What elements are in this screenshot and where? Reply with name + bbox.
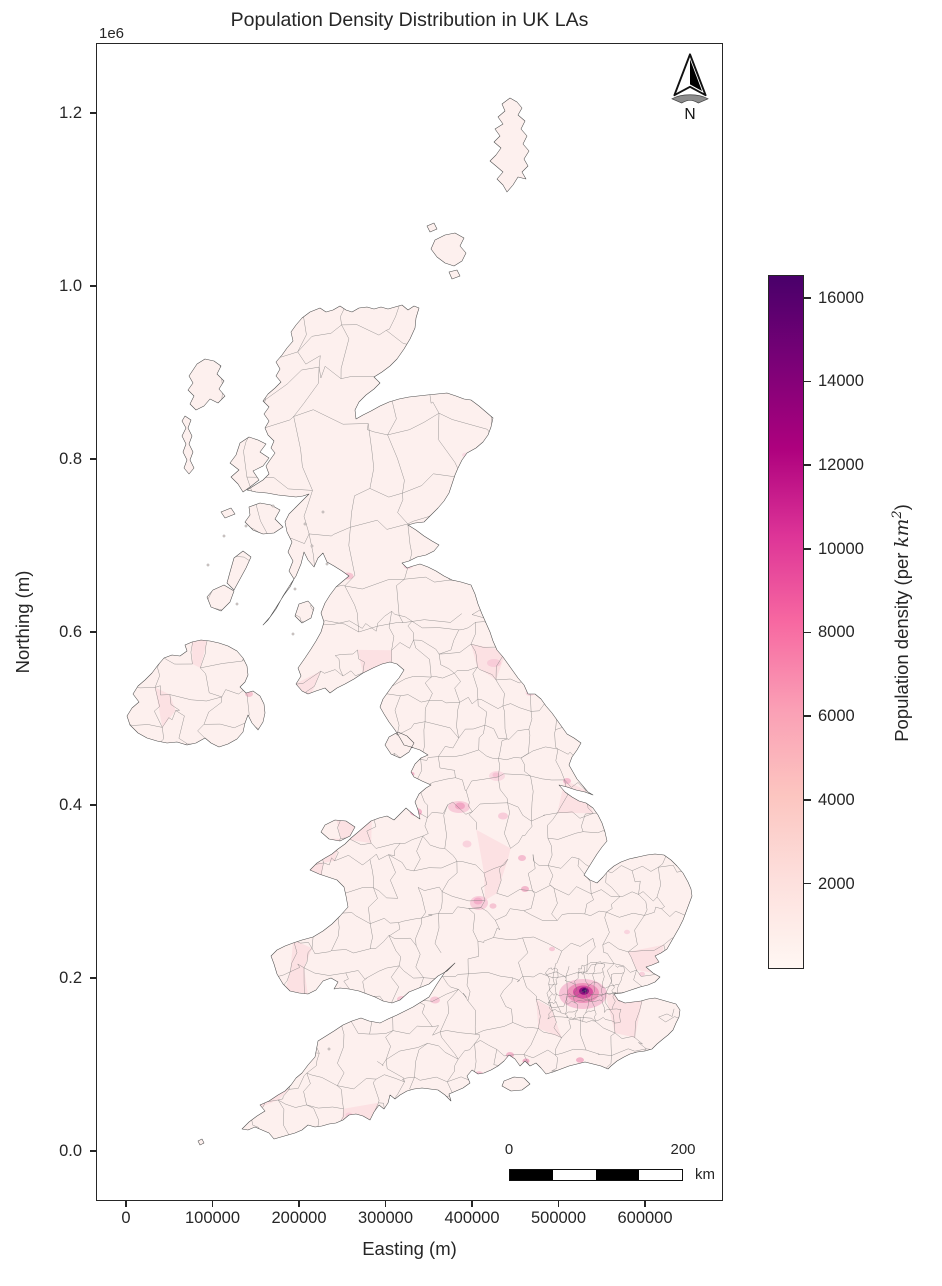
north-arrow-shadow <box>671 94 709 104</box>
colorbar-label-prefix: Population density (per <box>891 547 913 742</box>
x-tick-mark <box>211 1200 214 1207</box>
colorbar-label: Population density (per km2) <box>890 423 916 823</box>
y-tick-mark <box>90 977 97 979</box>
colorbar-tick-mark <box>804 882 811 885</box>
north-arrow: N <box>664 52 716 124</box>
colorbar-tick-label: 16000 <box>818 289 864 307</box>
y-tick-label: 0.2 <box>59 969 82 987</box>
colorbar-tick-mark <box>804 464 811 466</box>
scale-bar-start-label: 0 <box>504 1141 514 1158</box>
colorbar <box>768 275 804 969</box>
colorbar-tick-label: 14000 <box>818 372 864 390</box>
colorbar-label-suffix: ) <box>891 504 913 511</box>
plot-area <box>96 43 723 1201</box>
x-tick-mark <box>644 1200 646 1207</box>
colorbar-tick-label: 10000 <box>818 540 864 558</box>
colorbar-tick-label: 12000 <box>818 456 864 474</box>
colorbar-tick-mark <box>804 715 811 717</box>
y-tick-label: 1.2 <box>59 104 82 122</box>
x-tick-label: 300000 <box>357 1209 414 1227</box>
scale-bar-segment <box>596 1170 639 1180</box>
colorbar-tick-label: 2000 <box>818 875 855 893</box>
x-tick-label: 0 <box>121 1209 131 1227</box>
x-tick-mark <box>471 1200 473 1207</box>
x-tick-mark <box>298 1200 300 1207</box>
scale-bar-end-label: 200 <box>670 1141 696 1158</box>
colorbar-tick-mark <box>804 547 811 550</box>
scale-bar-segment <box>553 1170 596 1180</box>
x-tick-label: 400000 <box>444 1209 500 1227</box>
y-tick-mark <box>90 804 97 806</box>
y-tick-label: 0.8 <box>59 450 82 468</box>
y-tick-mark <box>90 1150 97 1152</box>
x-axis-label: Easting (m) <box>362 1238 457 1259</box>
y-tick-mark <box>90 285 97 287</box>
x-tick-label: 100000 <box>184 1209 241 1227</box>
y-tick-label: 0.0 <box>59 1142 82 1160</box>
y-axis-label: Northing (m) <box>12 570 33 674</box>
y-tick-mark <box>90 631 97 633</box>
colorbar-tick-mark <box>804 631 811 634</box>
y-tick-label: 1.0 <box>59 277 82 295</box>
y-tick-label: 0.4 <box>59 796 82 814</box>
y-tick-mark <box>90 112 97 114</box>
plot-title: Population Density Distribution in UK LA… <box>230 9 589 31</box>
uk-choropleth-map <box>126 97 693 1146</box>
north-arrow-label: N <box>684 106 695 123</box>
x-tick-label: 600000 <box>617 1209 673 1227</box>
x-tick-label: 500000 <box>530 1209 587 1227</box>
colorbar-label-unit: km <box>892 518 914 548</box>
y-axis-offset-label: 1e6 <box>99 25 125 42</box>
scale-bar <box>509 1169 683 1181</box>
x-tick-mark <box>557 1200 560 1207</box>
x-tick-mark <box>384 1200 387 1207</box>
y-tick-mark <box>90 458 97 460</box>
x-tick-mark <box>125 1200 127 1207</box>
colorbar-tick-label: 4000 <box>818 791 855 809</box>
colorbar-tick-label: 6000 <box>818 707 855 725</box>
colorbar-tick-mark <box>804 296 811 299</box>
colorbar-label-sup: 2 <box>890 510 905 519</box>
colorbar-tick-label: 8000 <box>818 623 855 641</box>
colorbar-tick-mark <box>804 380 811 383</box>
scale-bar-segment <box>510 1170 553 1180</box>
colorbar-tick-mark <box>804 798 811 801</box>
x-tick-label: 200000 <box>271 1209 327 1227</box>
scale-bar-segment <box>639 1170 682 1180</box>
scale-bar-unit-label: km <box>695 1166 715 1183</box>
y-tick-label: 0.6 <box>59 623 82 641</box>
